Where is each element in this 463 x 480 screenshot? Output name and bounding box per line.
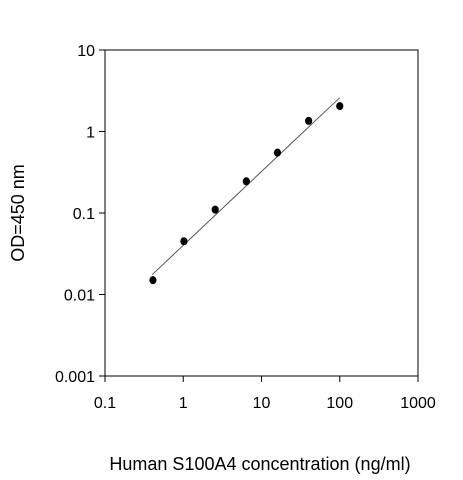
y-axis-ticks: 0.001 0.01 0.1 1 10 bbox=[55, 43, 105, 386]
plot-frame bbox=[104, 49, 419, 377]
x-tick-label: 0.1 bbox=[94, 395, 116, 412]
y-tick-label: 0.01 bbox=[64, 288, 95, 305]
x-axis-ticks: 0.1 1 10 100 1000 bbox=[94, 376, 436, 412]
x-tick-label: 10 bbox=[253, 395, 271, 412]
x-axis-title: Human S100A4 concentration (ng/ml) bbox=[109, 454, 410, 474]
y-tick-label: 1 bbox=[86, 125, 95, 142]
data-point bbox=[149, 276, 157, 285]
fit-line-group bbox=[151, 97, 341, 276]
x-tick-label: 100 bbox=[326, 395, 353, 412]
y-axis-title: OD=450 nm bbox=[8, 164, 28, 262]
data-point bbox=[242, 177, 250, 186]
x-tick-label: 1000 bbox=[400, 395, 436, 412]
data-point bbox=[305, 116, 313, 125]
fit-line bbox=[151, 97, 341, 276]
data-point bbox=[273, 148, 282, 157]
y-tick-label: 0.1 bbox=[73, 206, 95, 223]
plot-border bbox=[104, 49, 419, 377]
y-tick-label: 10 bbox=[77, 43, 95, 60]
data-point bbox=[180, 237, 188, 246]
data-point bbox=[211, 205, 219, 214]
x-tick-label: 1 bbox=[179, 395, 188, 412]
data-point bbox=[336, 102, 344, 111]
data-points bbox=[149, 102, 344, 285]
y-tick-label: 0.001 bbox=[55, 369, 95, 386]
